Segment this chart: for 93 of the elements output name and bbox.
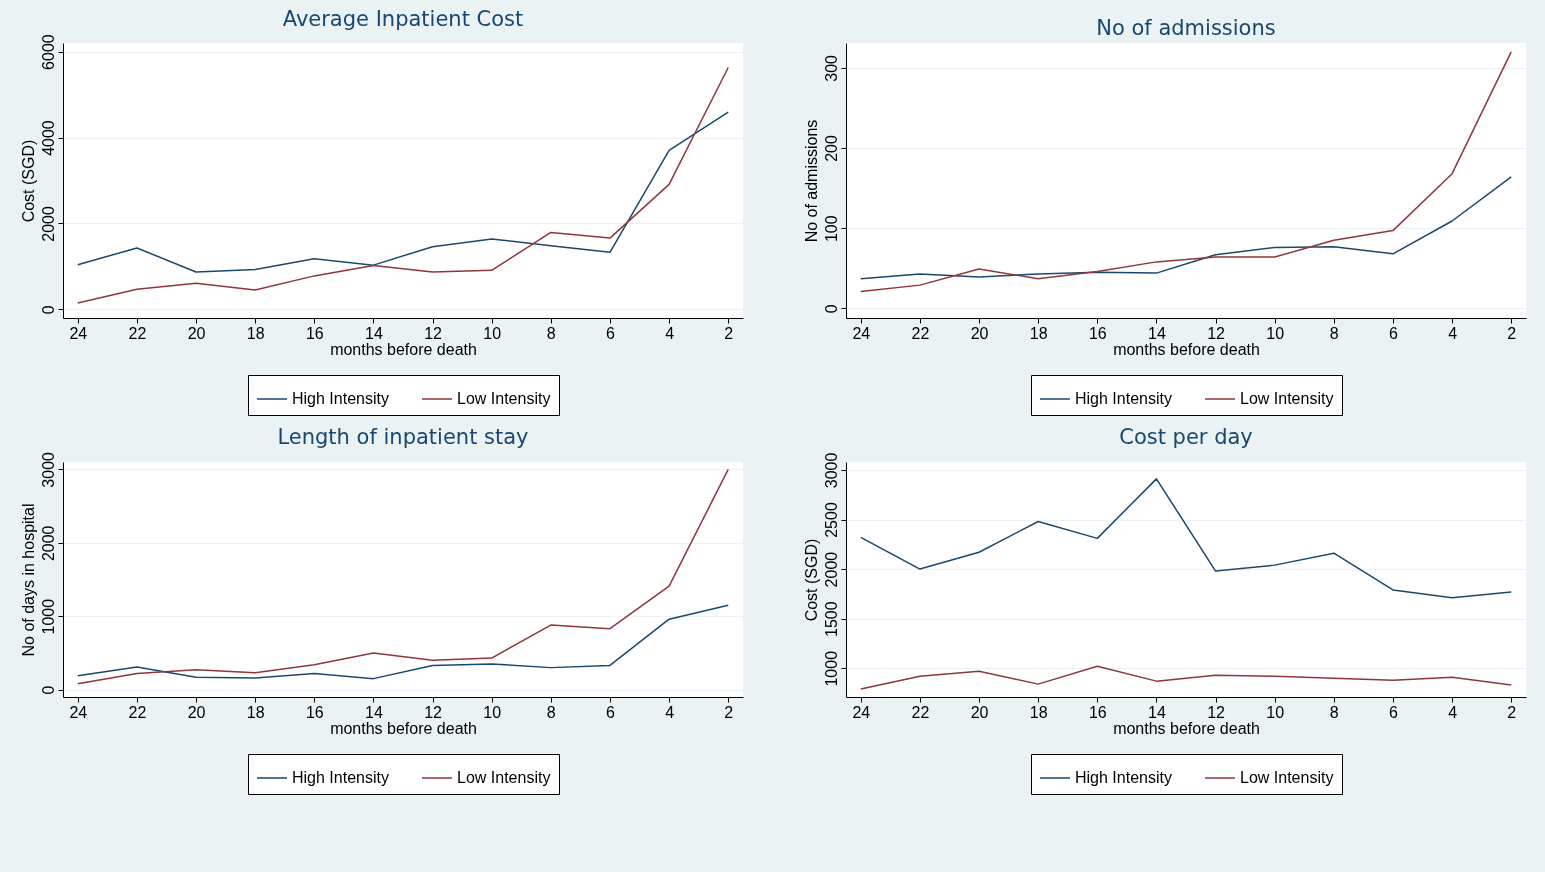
x-tick-label: 2 [724, 324, 734, 342]
x-tick-label: 12 [424, 324, 443, 342]
y-axis-title: No of days in hospital [19, 503, 37, 657]
y-tick-label: 1500 [822, 601, 840, 637]
y-tick-label: 0 [822, 304, 840, 314]
x-tick-label: 12 [1207, 324, 1226, 342]
line-series [860, 176, 1512, 280]
line-series [860, 51, 1512, 293]
y-axis-title: Cost (SGD) [802, 538, 820, 622]
x-tick-label: 22 [128, 703, 147, 721]
y-tick-label: 2000 [39, 525, 57, 562]
x-tick-label: 14 [1148, 324, 1166, 342]
chart-title: No of admissions [1096, 16, 1276, 40]
y-tick-label: 2000 [39, 206, 57, 242]
x-tick-label: 10 [1266, 324, 1285, 342]
x-tick-label: 6 [1389, 324, 1398, 342]
legend-label: High Intensity [292, 769, 389, 786]
x-axis-title: months before death [1113, 340, 1260, 358]
x-tick-label: 22 [911, 703, 930, 721]
y-tick-label: 0 [39, 305, 57, 315]
y-tick-label: 200 [822, 135, 840, 162]
x-tick-label: 16 [1088, 324, 1107, 342]
y-axis-title: Cost (SGD) [19, 139, 37, 223]
legend-label: High Intensity [1075, 769, 1172, 786]
line-series [77, 468, 729, 685]
line-series [77, 111, 729, 273]
x-tick-label: 16 [1088, 703, 1107, 721]
x-tick-label: 24 [69, 324, 88, 342]
x-tick-label: 14 [365, 324, 383, 342]
x-tick-label: 16 [305, 324, 324, 342]
y-tick-label: 3000 [822, 452, 840, 489]
x-tick-label: 8 [546, 324, 556, 342]
x-tick-label: 6 [606, 703, 615, 721]
x-tick-label: 8 [1329, 703, 1339, 721]
x-axis-title: months before death [330, 719, 477, 737]
legend-label: Low Intensity [1240, 769, 1334, 786]
x-tick-label: 4 [665, 324, 675, 342]
x-tick-label: 20 [970, 324, 989, 342]
x-tick-label: 4 [1448, 703, 1458, 721]
x-tick-label: 6 [1389, 703, 1398, 721]
legend-label: High Intensity [1075, 390, 1172, 407]
x-tick-label: 22 [911, 324, 930, 342]
x-tick-label: 10 [483, 324, 502, 342]
legend-label: Low Intensity [457, 390, 551, 407]
line-series [860, 665, 1512, 690]
y-tick-label: 6000 [39, 34, 57, 70]
x-tick-label: 2 [724, 703, 734, 721]
x-tick-label: 18 [246, 703, 265, 721]
x-tick-label: 20 [187, 324, 206, 342]
x-tick-label: 4 [1448, 324, 1458, 342]
y-tick-label: 1000 [39, 598, 57, 635]
x-axis-title: months before death [330, 340, 477, 358]
y-tick-label: 1000 [822, 650, 840, 687]
line-series [77, 604, 729, 680]
y-tick-label: 2500 [822, 502, 840, 538]
line-series [860, 478, 1512, 599]
x-tick-label: 24 [69, 703, 88, 721]
chart-title: Cost per day [1119, 425, 1253, 450]
x-tick-label: 24 [852, 324, 871, 342]
x-tick-label: 16 [305, 703, 324, 721]
x-tick-label: 24 [852, 703, 871, 721]
x-tick-label: 10 [1266, 703, 1285, 721]
x-tick-label: 12 [1207, 703, 1226, 721]
x-tick-label: 18 [1029, 703, 1048, 721]
x-tick-label: 20 [970, 703, 989, 721]
chart-title: Length of inpatient stay [277, 424, 529, 449]
x-tick-label: 12 [424, 703, 443, 721]
x-tick-label: 18 [246, 324, 265, 342]
x-tick-label: 4 [665, 703, 675, 721]
x-tick-label: 10 [483, 703, 502, 721]
x-tick-label: 8 [546, 703, 556, 721]
y-axis-title: No of admissions [802, 119, 820, 243]
y-tick-label: 300 [822, 54, 840, 82]
y-tick-label: 100 [822, 215, 840, 243]
y-tick-label: 3000 [39, 451, 57, 488]
x-tick-label: 2 [1507, 703, 1517, 721]
y-tick-label: 2000 [822, 551, 840, 588]
x-tick-label: 14 [365, 703, 383, 721]
line-series [77, 66, 729, 304]
x-tick-label: 18 [1029, 324, 1048, 342]
legend-label: High Intensity [292, 390, 389, 407]
x-tick-label: 2 [1507, 324, 1517, 342]
y-tick-label: 0 [39, 685, 57, 695]
x-tick-label: 22 [128, 324, 147, 342]
x-tick-label: 6 [606, 324, 615, 342]
y-tick-label: 4000 [39, 120, 57, 156]
x-tick-label: 14 [1148, 703, 1166, 721]
x-tick-label: 8 [1329, 324, 1339, 342]
legend-label: Low Intensity [457, 769, 551, 786]
legend-label: Low Intensity [1240, 390, 1334, 407]
x-tick-label: 20 [187, 703, 206, 721]
x-axis-title: months before death [1113, 719, 1260, 737]
chart-title: Average Inpatient Cost [282, 6, 524, 31]
